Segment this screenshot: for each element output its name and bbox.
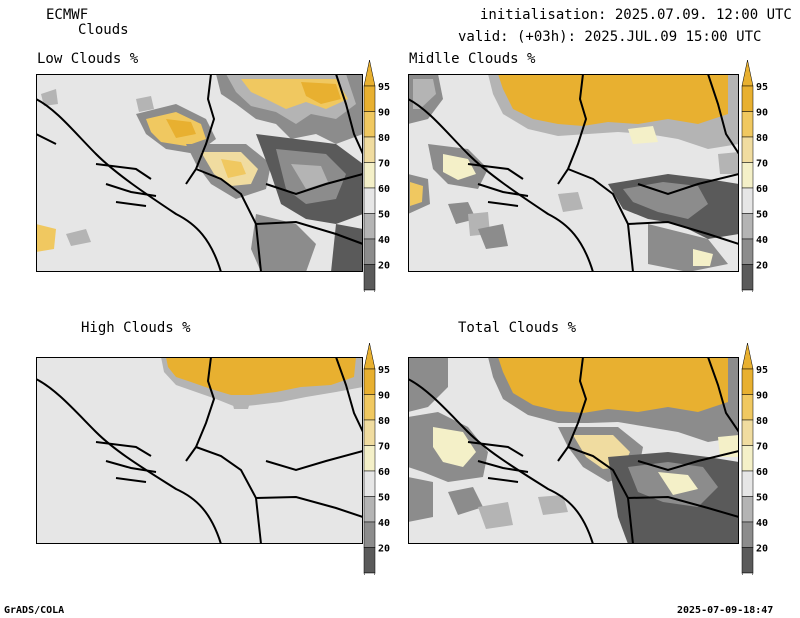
colorbar-segment-40 bbox=[741, 238, 754, 265]
colorbar-segment-60 bbox=[363, 470, 376, 497]
map-high-clouds bbox=[36, 357, 363, 544]
panel-title-middle: Midlle Clouds % bbox=[409, 51, 536, 67]
colorbar-segment-95 bbox=[363, 368, 376, 395]
footer-software: GrADS/COLA bbox=[4, 605, 65, 616]
colorbar-segment-40 bbox=[363, 238, 376, 265]
colorbar-bottom-triangle bbox=[741, 572, 754, 575]
colorbar-high: 95 90 80 70 60 50 40 20 bbox=[363, 343, 390, 575]
colorbar-segment-20 bbox=[741, 264, 754, 291]
colorbar-segment-95 bbox=[741, 85, 754, 112]
colorbar-segment-80 bbox=[741, 136, 754, 163]
colorbar-label-90: 90 bbox=[378, 108, 390, 119]
colorbar-segment-50 bbox=[741, 213, 754, 240]
colorbar-label-95: 95 bbox=[378, 82, 390, 93]
colorbar-segment-60 bbox=[363, 187, 376, 214]
map-low-clouds bbox=[36, 74, 363, 272]
colorbar-label-40: 40 bbox=[378, 518, 390, 529]
colorbar-label-80: 80 bbox=[756, 133, 768, 144]
borders-middle bbox=[408, 74, 739, 272]
colorbar-segment-90 bbox=[741, 111, 754, 138]
borders-total bbox=[408, 357, 739, 544]
borders-low bbox=[36, 74, 363, 272]
colorbar-label-20: 20 bbox=[756, 544, 768, 555]
colorbar-label-90: 90 bbox=[756, 391, 768, 402]
colorbar-label-60: 60 bbox=[378, 184, 390, 195]
colorbar-low: 95 90 80 70 60 50 40 20 bbox=[363, 60, 390, 292]
colorbar-label-95: 95 bbox=[756, 82, 768, 93]
colorbar-label-80: 80 bbox=[378, 416, 390, 427]
colorbar-label-50: 50 bbox=[378, 210, 390, 221]
panel-title-high: High Clouds % bbox=[81, 320, 191, 336]
colorbar-label-40: 40 bbox=[378, 235, 390, 246]
colorbar-label-60: 60 bbox=[756, 184, 768, 195]
valid-time-label: valid: (+03h): 2025.JUL.09 15:00 UTC bbox=[458, 29, 762, 45]
colorbar-label-20: 20 bbox=[378, 544, 390, 555]
product-label: Clouds bbox=[78, 22, 129, 38]
colorbar-segment-40 bbox=[363, 521, 376, 548]
initialisation-label: initialisation: 2025.07.09. 12:00 UTC bbox=[480, 7, 792, 23]
colorbar-segment-90 bbox=[363, 394, 376, 421]
colorbar-segment-50 bbox=[741, 496, 754, 523]
model-label: ECMWF bbox=[46, 7, 89, 23]
colorbar-label-50: 50 bbox=[756, 493, 768, 504]
colorbar-bottom-triangle bbox=[741, 289, 754, 292]
colorbar-segment-60 bbox=[741, 470, 754, 497]
colorbar-segment-95 bbox=[363, 85, 376, 112]
colorbar-middle: 95 90 80 70 60 50 40 20 bbox=[741, 60, 768, 292]
colorbar-label-80: 80 bbox=[378, 133, 390, 144]
cloud-cover-total bbox=[408, 357, 739, 544]
colorbar-bottom-triangle bbox=[363, 289, 376, 292]
colorbar-label-60: 60 bbox=[756, 467, 768, 478]
colorbar-segment-90 bbox=[363, 111, 376, 138]
colorbar-top-triangle bbox=[363, 343, 376, 370]
colorbar-label-40: 40 bbox=[756, 235, 768, 246]
colorbar-segment-80 bbox=[363, 419, 376, 446]
colorbar-segment-70 bbox=[363, 445, 376, 472]
colorbar-top-triangle bbox=[363, 60, 376, 87]
colorbar-segment-70 bbox=[363, 162, 376, 189]
borders-high bbox=[36, 357, 363, 544]
colorbar-segment-70 bbox=[741, 445, 754, 472]
colorbar-segment-95 bbox=[741, 368, 754, 395]
colorbar-label-50: 50 bbox=[378, 493, 390, 504]
colorbar-segment-60 bbox=[741, 187, 754, 214]
colorbar-label-90: 90 bbox=[756, 108, 768, 119]
cloud-cover-middle bbox=[408, 74, 739, 272]
colorbar-label-20: 20 bbox=[378, 261, 390, 272]
colorbar-label-90: 90 bbox=[378, 391, 390, 402]
colorbar-label-95: 95 bbox=[756, 365, 768, 376]
colorbar-segment-70 bbox=[741, 162, 754, 189]
colorbar-label-20: 20 bbox=[756, 261, 768, 272]
colorbar-label-70: 70 bbox=[756, 442, 768, 453]
footer-timestamp: 2025-07-09-18:47 bbox=[677, 605, 774, 616]
colorbar-label-70: 70 bbox=[378, 442, 390, 453]
colorbar-label-80: 80 bbox=[756, 416, 768, 427]
map-middle-clouds bbox=[408, 74, 739, 272]
colorbar-segment-20 bbox=[363, 547, 376, 574]
colorbar-label-70: 70 bbox=[756, 159, 768, 170]
colorbar-segment-20 bbox=[741, 547, 754, 574]
colorbar-label-60: 60 bbox=[378, 467, 390, 478]
cloud-cover-low bbox=[36, 74, 363, 272]
colorbar-segment-40 bbox=[741, 521, 754, 548]
colorbar-label-50: 50 bbox=[756, 210, 768, 221]
colorbar-segment-50 bbox=[363, 496, 376, 523]
panel-title-total: Total Clouds % bbox=[458, 320, 577, 336]
colorbar-bottom-triangle bbox=[363, 572, 376, 575]
colorbar-segment-20 bbox=[363, 264, 376, 291]
colorbar-segment-50 bbox=[363, 213, 376, 240]
colorbar-segment-90 bbox=[741, 394, 754, 421]
colorbar-label-40: 40 bbox=[756, 518, 768, 529]
panel-title-low: Low Clouds % bbox=[37, 51, 139, 67]
colorbar-top-triangle bbox=[741, 60, 754, 87]
colorbar-total: 95 90 80 70 60 50 40 20 bbox=[741, 343, 768, 575]
colorbar-label-70: 70 bbox=[378, 159, 390, 170]
colorbar-label-95: 95 bbox=[378, 365, 390, 376]
colorbar-segment-80 bbox=[363, 136, 376, 163]
colorbar-top-triangle bbox=[741, 343, 754, 370]
map-total-clouds bbox=[408, 357, 739, 544]
colorbar-segment-80 bbox=[741, 419, 754, 446]
